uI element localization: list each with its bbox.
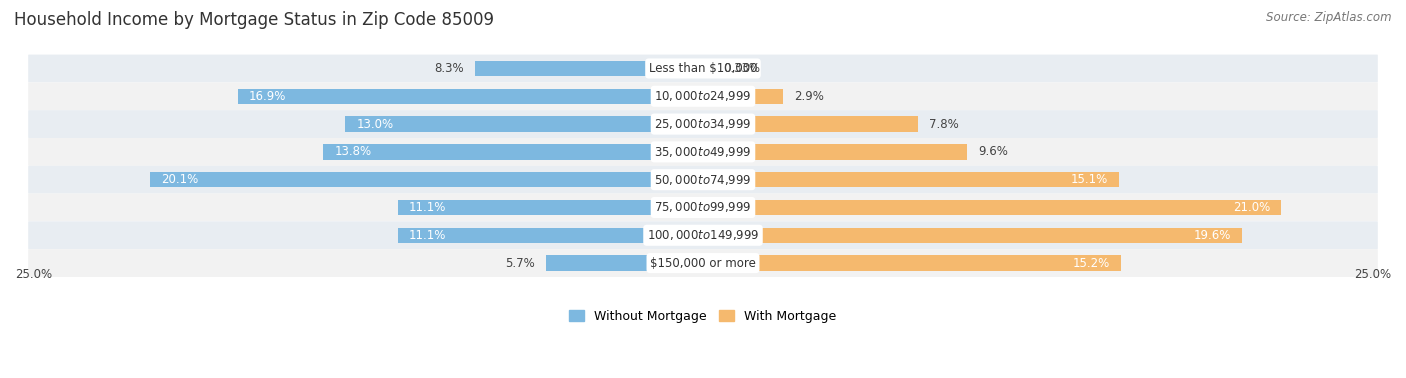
Legend: Without Mortgage, With Mortgage: Without Mortgage, With Mortgage	[564, 305, 842, 328]
Text: 15.2%: 15.2%	[1073, 257, 1111, 270]
Bar	[398, 200, 703, 215]
Text: 7.8%: 7.8%	[929, 118, 959, 130]
Bar	[475, 61, 703, 76]
Text: $100,000 to $149,999: $100,000 to $149,999	[647, 228, 759, 242]
Text: 13.0%: 13.0%	[356, 118, 394, 130]
Bar	[346, 116, 703, 132]
Bar	[703, 88, 783, 104]
FancyBboxPatch shape	[28, 110, 1378, 138]
Text: 8.3%: 8.3%	[434, 62, 464, 75]
FancyBboxPatch shape	[28, 249, 1378, 277]
Bar	[703, 200, 1281, 215]
Text: 13.8%: 13.8%	[335, 146, 371, 158]
Bar	[398, 228, 703, 243]
Text: $10,000 to $24,999: $10,000 to $24,999	[654, 89, 752, 103]
Text: Household Income by Mortgage Status in Zip Code 85009: Household Income by Mortgage Status in Z…	[14, 11, 494, 29]
Bar	[323, 144, 703, 160]
Bar	[703, 228, 1243, 243]
Text: $150,000 or more: $150,000 or more	[650, 257, 756, 270]
FancyBboxPatch shape	[28, 54, 1378, 82]
Text: Less than $10,000: Less than $10,000	[648, 62, 758, 75]
FancyBboxPatch shape	[28, 222, 1378, 249]
Text: 5.7%: 5.7%	[505, 257, 536, 270]
Bar	[150, 172, 703, 187]
Text: 25.0%: 25.0%	[15, 268, 52, 281]
Bar	[703, 172, 1119, 187]
Text: 11.1%: 11.1%	[409, 229, 446, 242]
Bar	[703, 116, 918, 132]
Text: 20.1%: 20.1%	[160, 173, 198, 186]
FancyBboxPatch shape	[28, 138, 1378, 166]
Text: $50,000 to $74,999: $50,000 to $74,999	[654, 173, 752, 187]
Text: $35,000 to $49,999: $35,000 to $49,999	[654, 145, 752, 159]
Text: 0.33%: 0.33%	[723, 62, 761, 75]
Bar	[703, 61, 711, 76]
Text: 16.9%: 16.9%	[249, 90, 287, 103]
FancyBboxPatch shape	[28, 82, 1378, 110]
FancyBboxPatch shape	[28, 166, 1378, 194]
Text: 19.6%: 19.6%	[1194, 229, 1232, 242]
Bar	[703, 144, 967, 160]
Text: 11.1%: 11.1%	[409, 201, 446, 214]
Text: Source: ZipAtlas.com: Source: ZipAtlas.com	[1267, 11, 1392, 24]
Text: 2.9%: 2.9%	[794, 90, 824, 103]
Text: $25,000 to $34,999: $25,000 to $34,999	[654, 117, 752, 131]
Text: $75,000 to $99,999: $75,000 to $99,999	[654, 200, 752, 214]
Bar	[703, 256, 1122, 271]
Text: 15.1%: 15.1%	[1070, 173, 1108, 186]
Bar	[238, 88, 703, 104]
Bar	[546, 256, 703, 271]
FancyBboxPatch shape	[28, 194, 1378, 222]
Text: 25.0%: 25.0%	[1354, 268, 1391, 281]
Text: 21.0%: 21.0%	[1233, 201, 1270, 214]
Text: 9.6%: 9.6%	[979, 146, 1008, 158]
